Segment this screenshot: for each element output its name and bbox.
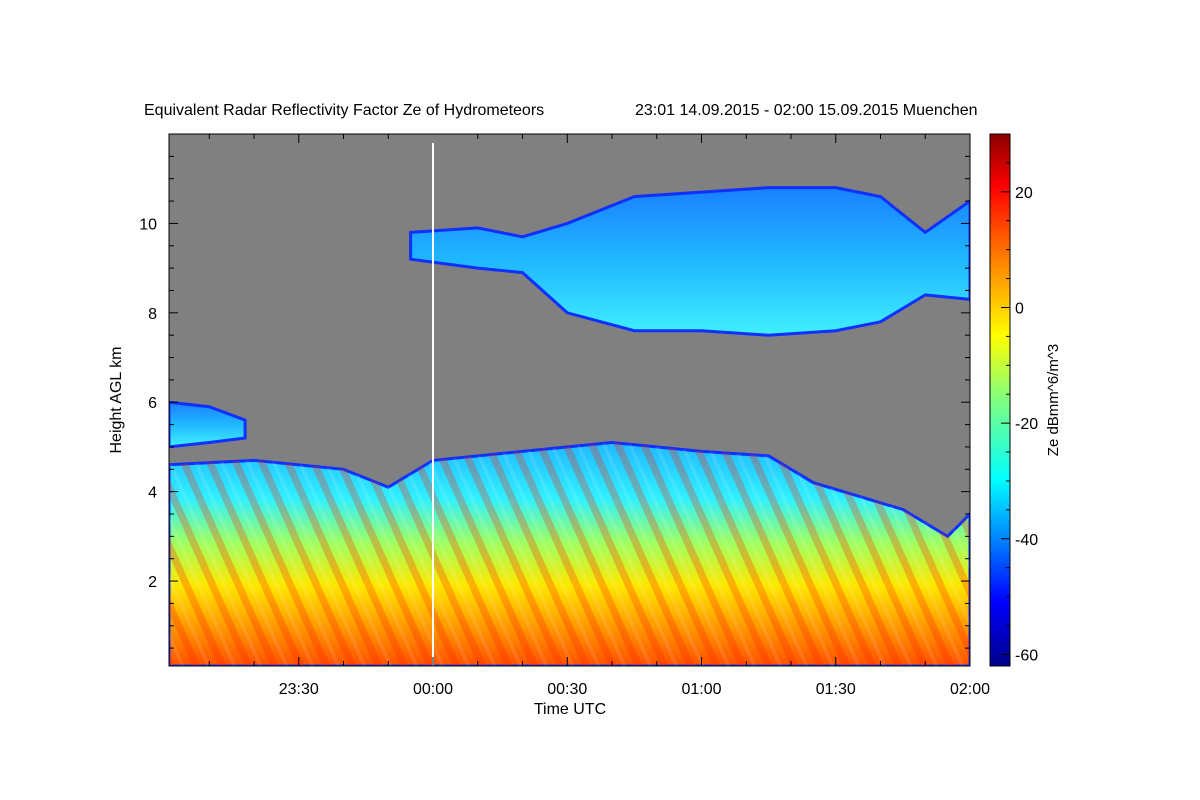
- colorbar-tick-label: -40: [1015, 532, 1038, 549]
- chart-title: Equivalent Radar Reflectivity Factor Ze …: [144, 102, 544, 119]
- chart-subtitle: 23:01 14.09.2015 - 02:00 15.09.2015 Muen…: [635, 102, 978, 119]
- x-tick-label: 00:30: [547, 681, 587, 698]
- colorbar-gradient: [989, 133, 1011, 667]
- y-axis-label: Height AGL km: [108, 346, 125, 453]
- colorbar-ticks: 20 0 -20 -40 -60: [1001, 133, 1038, 664]
- plot-frame: [168, 133, 971, 667]
- x-axis: 23:30 00:00 00:30 01:00 01:30 02:00: [208, 134, 990, 698]
- colorbar-tick-label: 0: [1015, 300, 1024, 317]
- colorbar-tick-label: -20: [1015, 416, 1038, 433]
- echo-layer-1: [409, 186, 970, 337]
- y-tick-label: 2: [148, 574, 157, 591]
- colorbar: 20 0 -20 -40 -60 Ze dBmm^6/m^3: [989, 133, 1062, 667]
- y-tick-label: 6: [148, 395, 157, 412]
- x-tick-label: 01:30: [816, 681, 856, 698]
- y-tick-label: 10: [139, 216, 157, 233]
- colorbar-tick-label: 20: [1015, 185, 1033, 202]
- x-tick-label: 23:30: [279, 681, 319, 698]
- y-tick-label: 4: [148, 485, 157, 502]
- x-tick-label: 01:00: [681, 681, 721, 698]
- plot-area: [169, 134, 970, 666]
- echo-layer-3-texture: [169, 442, 970, 666]
- x-tick-label: 02:00: [950, 681, 990, 698]
- y-tick-label: 8: [148, 306, 157, 323]
- x-tick-label: 00:00: [413, 681, 453, 698]
- x-axis-label: Time UTC: [534, 701, 606, 718]
- colorbar-tick-label: -60: [1015, 647, 1038, 664]
- y-axis: 2 4 6 8 10: [139, 133, 970, 649]
- colorbar-label: Ze dBmm^6/m^3: [1045, 344, 1062, 456]
- echo-layers: [169, 186, 970, 666]
- echo-layer-2: [169, 400, 247, 449]
